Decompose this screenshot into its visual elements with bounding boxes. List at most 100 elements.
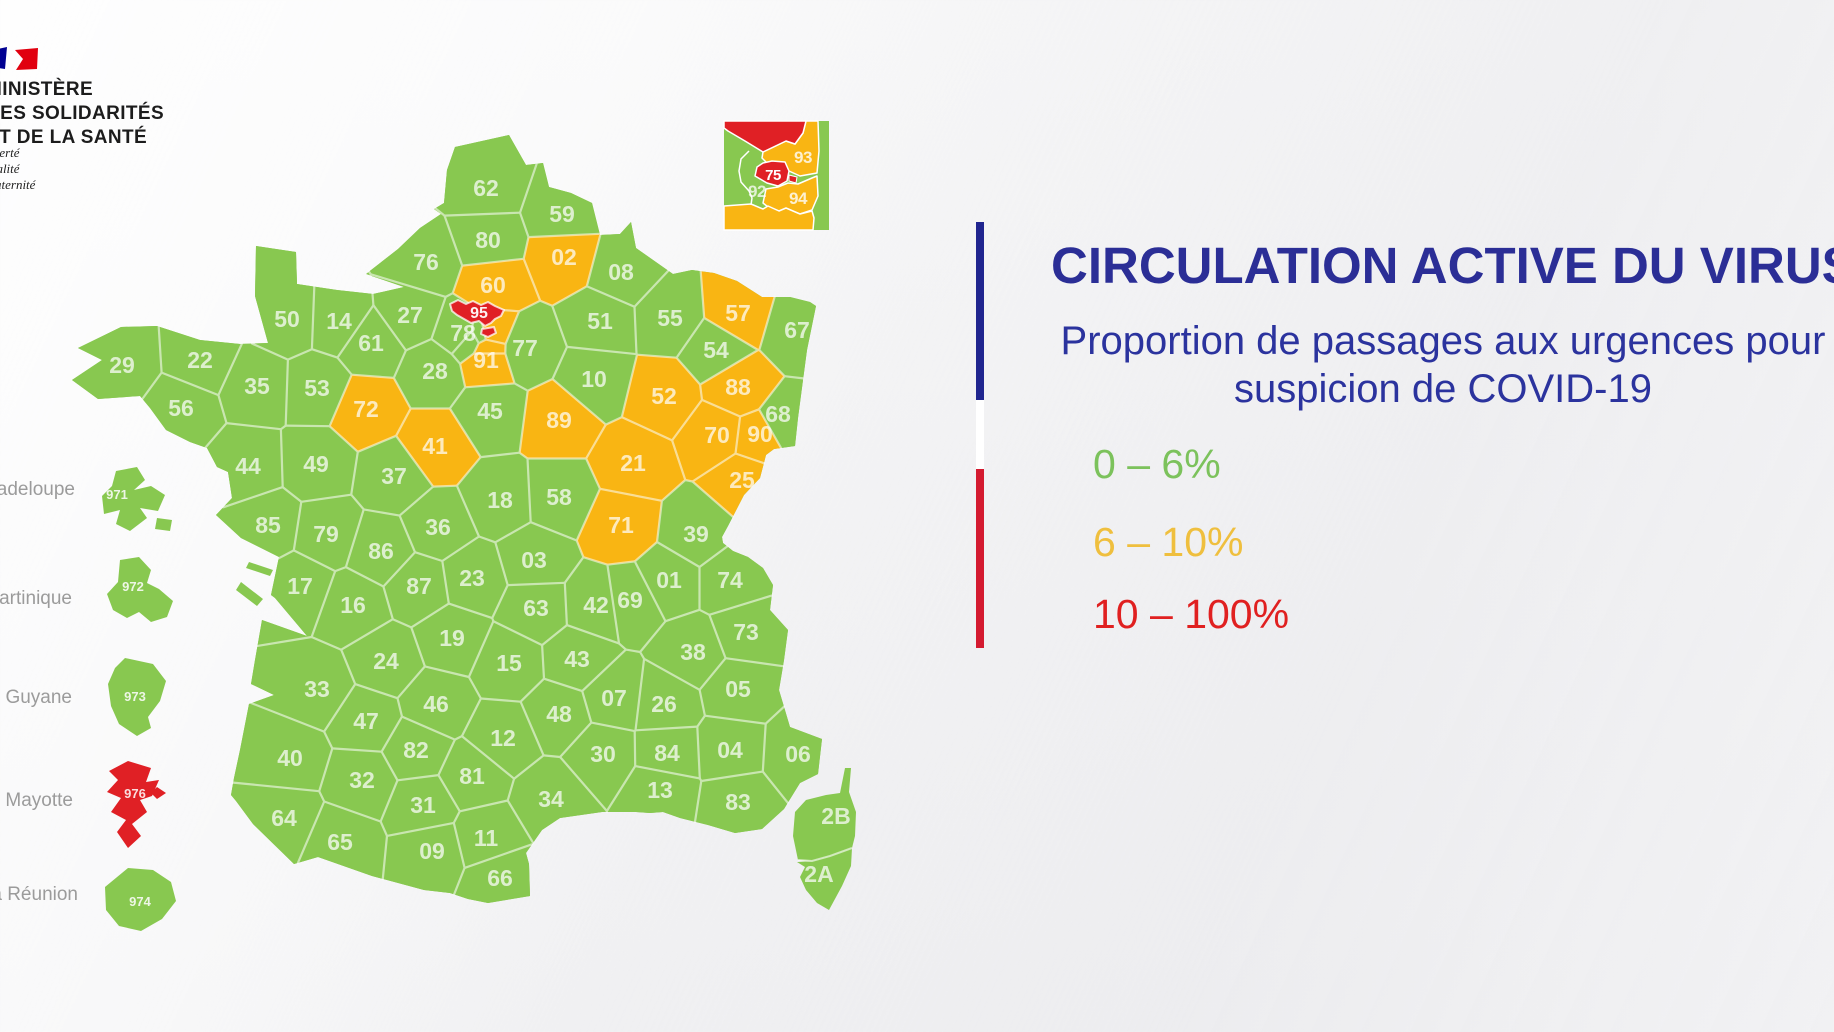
svg-text:65: 65 bbox=[327, 829, 353, 855]
svg-text:34: 34 bbox=[538, 786, 564, 812]
svg-text:29: 29 bbox=[109, 352, 135, 378]
svg-text:68: 68 bbox=[765, 401, 791, 427]
svg-text:33: 33 bbox=[304, 676, 330, 702]
svg-text:27: 27 bbox=[397, 302, 423, 328]
svg-text:43: 43 bbox=[564, 646, 590, 672]
svg-text:41: 41 bbox=[422, 433, 448, 459]
svg-text:42: 42 bbox=[583, 592, 609, 618]
svg-text:25: 25 bbox=[729, 467, 755, 493]
svg-text:86: 86 bbox=[368, 538, 394, 564]
svg-text:36: 36 bbox=[425, 514, 451, 540]
svg-text:47: 47 bbox=[353, 708, 379, 734]
svg-text:17: 17 bbox=[287, 573, 313, 599]
svg-text:53: 53 bbox=[304, 375, 330, 401]
svg-text:56: 56 bbox=[168, 395, 194, 421]
svg-text:971: 971 bbox=[106, 487, 128, 502]
svg-text:05: 05 bbox=[725, 676, 751, 702]
svg-text:14: 14 bbox=[326, 308, 352, 334]
svg-text:79: 79 bbox=[313, 521, 339, 547]
svg-text:54: 54 bbox=[703, 337, 729, 363]
svg-text:48: 48 bbox=[546, 701, 572, 727]
svg-text:76: 76 bbox=[413, 249, 439, 275]
svg-text:89: 89 bbox=[546, 407, 572, 433]
svg-text:28: 28 bbox=[422, 358, 448, 384]
svg-text:57: 57 bbox=[725, 300, 751, 326]
svg-text:38: 38 bbox=[680, 639, 706, 665]
svg-text:45: 45 bbox=[477, 398, 503, 424]
svg-text:67: 67 bbox=[784, 317, 810, 343]
svg-text:35: 35 bbox=[244, 373, 270, 399]
svg-text:46: 46 bbox=[423, 691, 449, 717]
svg-text:24: 24 bbox=[373, 648, 399, 674]
svg-text:973: 973 bbox=[124, 689, 146, 704]
svg-text:95: 95 bbox=[470, 305, 488, 322]
svg-text:23: 23 bbox=[459, 565, 485, 591]
svg-text:74: 74 bbox=[717, 567, 743, 593]
svg-text:19: 19 bbox=[439, 625, 465, 651]
svg-text:02: 02 bbox=[551, 244, 577, 270]
svg-text:44: 44 bbox=[235, 453, 261, 479]
svg-text:03: 03 bbox=[521, 547, 547, 573]
svg-text:90: 90 bbox=[747, 421, 773, 447]
svg-text:60: 60 bbox=[480, 272, 506, 298]
svg-text:51: 51 bbox=[587, 308, 613, 334]
svg-text:26: 26 bbox=[651, 691, 677, 717]
svg-text:11: 11 bbox=[474, 825, 499, 851]
svg-text:2A: 2A bbox=[804, 861, 833, 887]
svg-text:55: 55 bbox=[657, 305, 683, 331]
svg-text:73: 73 bbox=[733, 619, 759, 645]
svg-text:93: 93 bbox=[794, 148, 812, 167]
svg-text:62: 62 bbox=[473, 175, 499, 201]
svg-text:91: 91 bbox=[473, 347, 499, 373]
svg-text:52: 52 bbox=[651, 383, 677, 409]
svg-text:22: 22 bbox=[187, 347, 213, 373]
svg-text:10: 10 bbox=[581, 366, 607, 392]
svg-text:64: 64 bbox=[271, 805, 297, 831]
svg-text:63: 63 bbox=[523, 595, 549, 621]
svg-text:83: 83 bbox=[725, 789, 751, 815]
svg-text:78: 78 bbox=[450, 320, 476, 346]
svg-text:85: 85 bbox=[255, 512, 281, 538]
svg-text:77: 77 bbox=[512, 335, 538, 361]
svg-text:974: 974 bbox=[129, 894, 151, 909]
svg-text:37: 37 bbox=[381, 463, 407, 489]
svg-text:40: 40 bbox=[277, 745, 303, 771]
svg-text:08: 08 bbox=[608, 259, 634, 285]
svg-text:30: 30 bbox=[590, 741, 616, 767]
svg-text:18: 18 bbox=[487, 487, 513, 513]
svg-text:49: 49 bbox=[303, 451, 329, 477]
svg-text:50: 50 bbox=[274, 306, 300, 332]
svg-text:87: 87 bbox=[406, 573, 432, 599]
svg-text:70: 70 bbox=[704, 422, 730, 448]
svg-text:80: 80 bbox=[475, 227, 501, 253]
svg-text:92: 92 bbox=[748, 182, 766, 201]
svg-text:01: 01 bbox=[656, 567, 682, 593]
svg-text:82: 82 bbox=[403, 737, 429, 763]
svg-text:12: 12 bbox=[490, 725, 516, 751]
svg-text:972: 972 bbox=[122, 579, 144, 594]
svg-text:15: 15 bbox=[496, 650, 522, 676]
svg-text:94: 94 bbox=[789, 189, 808, 208]
svg-text:61: 61 bbox=[358, 330, 384, 356]
svg-text:09: 09 bbox=[419, 838, 445, 864]
svg-text:66: 66 bbox=[487, 865, 513, 891]
svg-text:32: 32 bbox=[349, 767, 375, 793]
svg-text:88: 88 bbox=[725, 374, 751, 400]
svg-text:04: 04 bbox=[717, 737, 743, 763]
svg-text:71: 71 bbox=[608, 512, 634, 538]
svg-text:16: 16 bbox=[340, 592, 366, 618]
svg-text:31: 31 bbox=[410, 792, 436, 818]
svg-text:75: 75 bbox=[765, 167, 781, 184]
svg-text:13: 13 bbox=[647, 777, 673, 803]
svg-text:69: 69 bbox=[617, 587, 643, 613]
svg-text:59: 59 bbox=[549, 201, 575, 227]
svg-text:07: 07 bbox=[601, 685, 627, 711]
svg-text:58: 58 bbox=[546, 484, 572, 510]
svg-text:72: 72 bbox=[353, 396, 379, 422]
svg-text:84: 84 bbox=[654, 740, 680, 766]
svg-text:976: 976 bbox=[124, 786, 146, 801]
svg-text:39: 39 bbox=[683, 521, 709, 547]
svg-text:81: 81 bbox=[459, 763, 485, 789]
svg-text:2B: 2B bbox=[821, 803, 850, 829]
svg-text:06: 06 bbox=[785, 741, 811, 767]
